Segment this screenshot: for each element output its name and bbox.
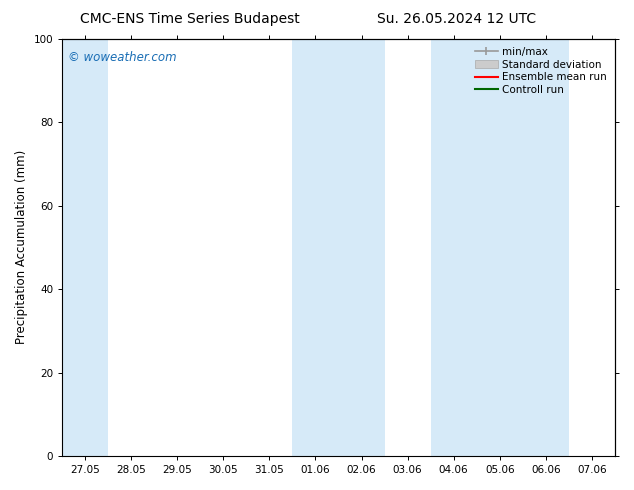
Bar (430, 39, 477, 456)
Text: © woweather.com: © woweather.com (68, 51, 176, 64)
Bar (292, 39, 339, 456)
Bar (477, 39, 522, 456)
Text: CMC-ENS Time Series Budapest: CMC-ENS Time Series Budapest (81, 12, 300, 26)
Legend: min/max, Standard deviation, Ensemble mean run, Controll run: min/max, Standard deviation, Ensemble me… (472, 44, 610, 98)
Bar (339, 39, 385, 456)
Bar (522, 39, 569, 456)
Bar (62, 39, 108, 456)
Y-axis label: Precipitation Accumulation (mm): Precipitation Accumulation (mm) (15, 150, 28, 344)
Text: Su. 26.05.2024 12 UTC: Su. 26.05.2024 12 UTC (377, 12, 536, 26)
